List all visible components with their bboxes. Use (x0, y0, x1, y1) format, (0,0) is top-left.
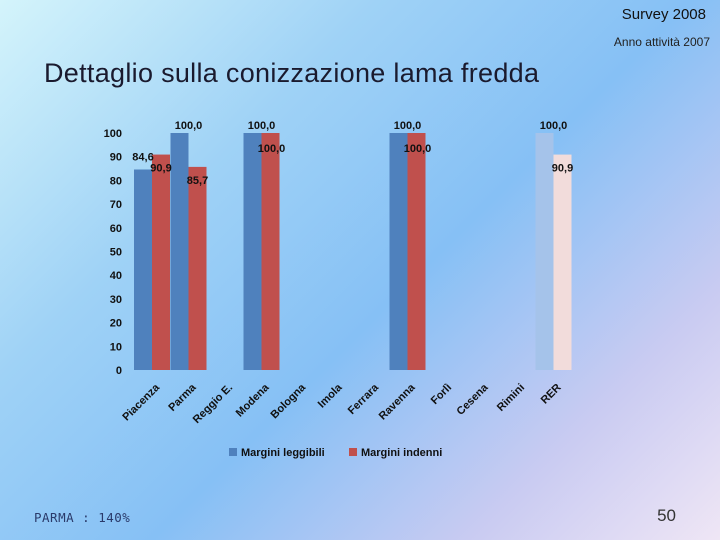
data-label: 100,0 (248, 120, 276, 132)
bar-margini-leggibili (134, 169, 152, 370)
x-category-label: Modena (234, 381, 272, 419)
legend-label: Margini leggibili (241, 447, 325, 459)
year-label: Anno attività 2007 (613, 35, 710, 49)
bar-margini-leggibili (389, 133, 408, 370)
page-title: Dettaglio sulla conizzazione lama fredda (44, 58, 540, 88)
y-tick-label: 50 (110, 247, 122, 259)
bar-margini-indenni (188, 166, 207, 370)
x-category-label: Rimini (495, 382, 527, 414)
legend-label: Margini indenni (361, 447, 442, 459)
bar-margini-leggibili (535, 133, 554, 370)
x-category-label: Parma (166, 381, 199, 414)
x-category-label: Reggio E. (191, 382, 235, 426)
y-tick-label: 10 (110, 341, 122, 353)
data-label: 84,6 (132, 151, 153, 163)
x-category-label: Bologna (269, 381, 309, 421)
bar-margini-leggibili (170, 133, 189, 370)
x-category-label: Piacenza (120, 381, 162, 423)
y-tick-label: 80 (110, 175, 122, 187)
x-category-label: Ferrara (346, 381, 382, 417)
x-category-label: Ravenna (377, 381, 419, 423)
data-label: 90,9 (150, 163, 171, 175)
y-tick-label: 0 (116, 365, 122, 377)
y-tick-label: 70 (110, 199, 122, 211)
data-label: 100,0 (394, 120, 422, 132)
legend-swatch-margini-leggibili (229, 448, 237, 456)
y-tick-label: 60 (110, 223, 122, 235)
y-tick-label: 40 (110, 270, 122, 282)
survey-label: Survey 2008 (621, 6, 706, 23)
data-label: 100,0 (175, 120, 203, 132)
data-label: 100,0 (404, 143, 432, 155)
bar-margini-indenni (553, 154, 572, 370)
legend-swatch-margini-indenni (349, 448, 357, 456)
data-label: 90,9 (552, 163, 573, 175)
x-category-label: RER (539, 382, 564, 407)
footer-note: PARMA : 140% (34, 510, 131, 525)
page-number: 50 (657, 506, 676, 525)
bar-margini-leggibili (243, 133, 262, 370)
data-label: 85,7 (187, 175, 208, 187)
x-category-label: Cesena (454, 381, 491, 418)
y-tick-label: 20 (110, 318, 122, 330)
data-label: 100,0 (258, 143, 286, 155)
bar-margini-indenni (261, 133, 280, 370)
x-category-label: Imola (316, 381, 345, 410)
bar-margini-indenni (407, 133, 426, 370)
y-tick-label: 30 (110, 294, 122, 306)
y-tick-label: 100 (104, 128, 122, 140)
y-tick-label: 90 (110, 152, 122, 164)
data-label: 100,0 (540, 120, 568, 132)
bar-margini-indenni (152, 154, 170, 370)
x-category-label: Forlì (429, 382, 454, 407)
